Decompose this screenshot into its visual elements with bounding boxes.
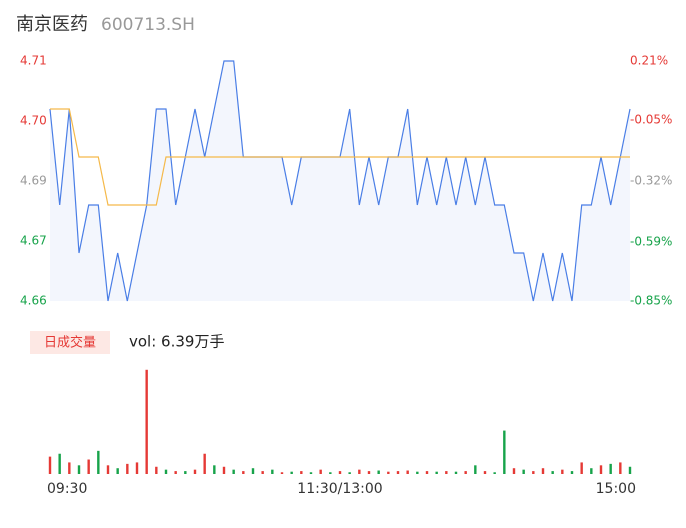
volume-bar — [232, 469, 235, 474]
volume-bar — [483, 471, 487, 474]
volume-bar — [126, 463, 129, 474]
volume-bar — [358, 469, 361, 474]
y2-tick-label: -0.85% — [630, 294, 672, 308]
volume-bar — [116, 468, 119, 474]
volume-bar — [435, 471, 438, 474]
stock-code: 600713.SH — [101, 15, 195, 35]
volume-bar — [261, 471, 264, 474]
volume-bar — [58, 453, 61, 474]
volume-bar — [174, 471, 177, 474]
volume-bar — [348, 472, 351, 474]
volume-bar — [184, 471, 187, 474]
volume-bar — [628, 466, 632, 474]
volume-bar — [406, 470, 409, 474]
y-tick-label: 4.67 — [20, 234, 47, 248]
volume-bar — [97, 450, 100, 474]
volume-bar — [367, 471, 371, 474]
y2-tick-label: -0.05% — [630, 112, 672, 126]
volume-bar — [503, 430, 506, 474]
volume-bar — [251, 468, 255, 474]
volume-bar — [590, 468, 593, 474]
volume-bar — [474, 465, 477, 474]
volume-bar — [203, 453, 206, 474]
y-tick-label: 4.71 — [20, 54, 47, 68]
volume-bar — [541, 468, 545, 474]
volume-bar — [280, 472, 284, 474]
volume-bar — [213, 465, 216, 474]
volume-bar — [290, 471, 293, 474]
volume-bar — [619, 462, 622, 474]
volume-bar — [445, 471, 448, 474]
volume-bar — [135, 462, 139, 474]
volume-bar — [193, 469, 197, 474]
y2-tick-label: -0.59% — [630, 235, 672, 249]
volume-bar — [396, 471, 400, 474]
y2-tick-label: -0.32% — [630, 174, 672, 188]
volume-bar — [387, 471, 390, 474]
volume-bar — [155, 466, 158, 474]
volume-bar — [570, 471, 574, 474]
volume-bar — [319, 469, 322, 474]
y-tick-label: 4.66 — [20, 294, 47, 308]
volume-bar — [338, 471, 342, 474]
volume-bar — [454, 471, 458, 474]
x-tick-label: 09:30 — [47, 481, 87, 497]
volume-bar — [329, 472, 332, 474]
volume-bar — [464, 471, 467, 474]
volume-bar — [164, 469, 168, 474]
volume-bar — [106, 465, 110, 474]
volume-bar — [580, 462, 583, 474]
volume-bar — [242, 471, 245, 474]
x-tick-label: 11:30/13:00 — [297, 481, 382, 497]
y2-tick-label: 0.21% — [630, 54, 668, 68]
volume-total: vol: 6.39万手 — [129, 333, 224, 351]
volume-bar — [271, 469, 274, 474]
y-tick-label: 4.69 — [20, 174, 47, 188]
volume-bar — [522, 469, 525, 474]
x-tick-label: 15:00 — [596, 481, 636, 497]
volume-bar — [145, 369, 148, 474]
volume-bar — [512, 468, 516, 474]
volume-bar — [561, 469, 564, 474]
volume-bar — [48, 456, 52, 474]
badge-bg — [30, 331, 110, 354]
average-line — [50, 108, 630, 206]
volume-bar — [300, 471, 303, 474]
volume-bar — [68, 462, 71, 474]
volume-bar — [599, 465, 603, 474]
y-tick-label: 4.70 — [20, 114, 47, 128]
volume-badge: 日成交量 — [44, 335, 96, 351]
volume-bar — [425, 471, 429, 474]
volume-bar — [532, 471, 535, 474]
volume-bar — [222, 466, 226, 474]
volume-bar — [551, 471, 554, 474]
volume-bar — [493, 472, 496, 474]
volume-bar — [609, 463, 612, 474]
price-area — [50, 61, 630, 301]
volume-bar — [87, 459, 90, 474]
volume-bar — [309, 472, 313, 474]
volume-bar — [377, 470, 380, 474]
volume-bar — [77, 465, 81, 474]
stock-name: 南京医药 — [16, 14, 88, 35]
volume-bar — [416, 471, 419, 474]
